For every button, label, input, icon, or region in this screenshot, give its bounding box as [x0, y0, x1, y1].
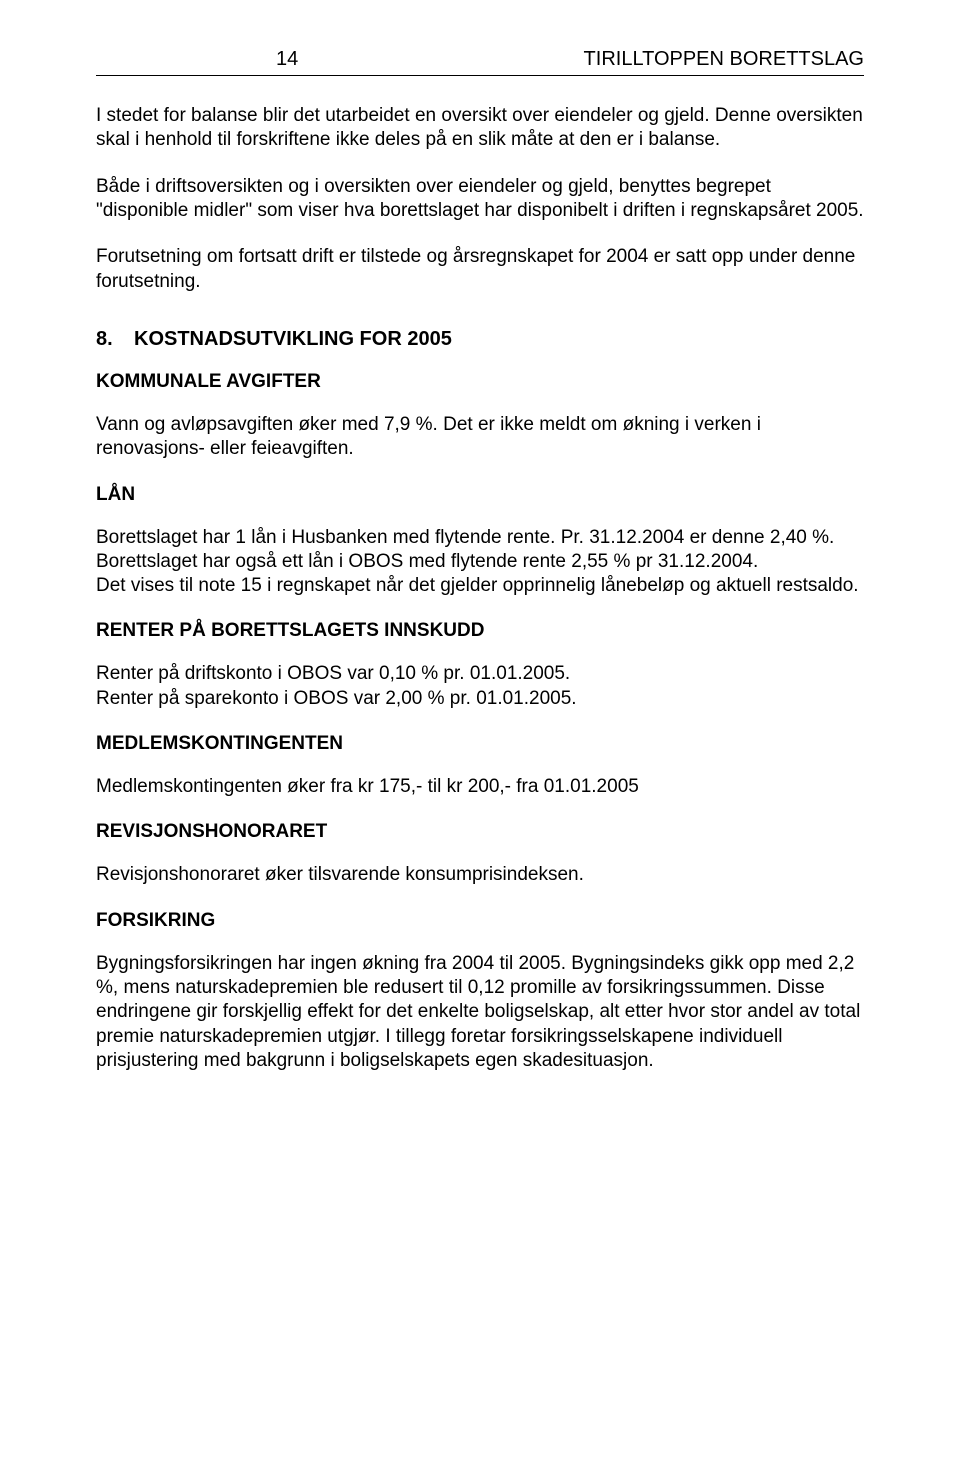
- medlemskontingenten-text: Medlemskontingenten øker fra kr 175,- ti…: [96, 775, 864, 799]
- kommunale-avgifter-text: Vann og avløpsavgiften øker med 7,9 %. D…: [96, 413, 864, 462]
- subheading-medlemskontingenten: MEDLEMSKONTINGENTEN: [96, 733, 864, 755]
- subheading-forsikring: FORSIKRING: [96, 910, 864, 932]
- subheading-renter: RENTER PÅ BORETTSLAGETS INNSKUDD: [96, 620, 864, 642]
- header-divider: [96, 75, 864, 76]
- renter-lines: Renter på driftskonto i OBOS var 0,10 % …: [96, 662, 864, 711]
- renter-line-1: Renter på driftskonto i OBOS var 0,10 % …: [96, 663, 570, 684]
- section-number: 8.: [96, 328, 134, 351]
- lan-paragraph-2: Det vises til note 15 i regnskapet når d…: [96, 574, 864, 598]
- subheading-kommunale-avgifter: KOMMUNALE AVGIFTER: [96, 371, 864, 393]
- subheading-revisjonshonoraret: REVISJONSHONORARET: [96, 821, 864, 843]
- revisjonshonoraret-text: Revisjonshonoraret øker tilsvarende kons…: [96, 863, 864, 887]
- page-container: 14 TIRILLTOPPEN BORETTSLAG I stedet for …: [0, 0, 960, 1462]
- subheading-lan: LÅN: [96, 484, 864, 506]
- lan-paragraph-1: Borettslaget har 1 lån i Husbanken med f…: [96, 526, 864, 575]
- section-8-heading: 8. KOSTNADSUTVIKLING FOR 2005: [96, 328, 864, 351]
- section-title: KOSTNADSUTVIKLING FOR 2005: [134, 328, 452, 351]
- intro-paragraph-1: I stedet for balanse blir det utarbeidet…: [96, 104, 864, 153]
- forsikring-text: Bygningsforsikringen har ingen økning fr…: [96, 952, 864, 1074]
- renter-line-2: Renter på sparekonto i OBOS var 2,00 % p…: [96, 688, 577, 709]
- document-title: TIRILLTOPPEN BORETTSLAG: [584, 48, 864, 71]
- intro-paragraph-2: Både i driftsoversikten og i oversikten …: [96, 175, 864, 224]
- intro-paragraph-3: Forutsetning om fortsatt drift er tilste…: [96, 245, 864, 294]
- page-number: 14: [96, 48, 298, 71]
- page-header: 14 TIRILLTOPPEN BORETTSLAG: [96, 48, 864, 71]
